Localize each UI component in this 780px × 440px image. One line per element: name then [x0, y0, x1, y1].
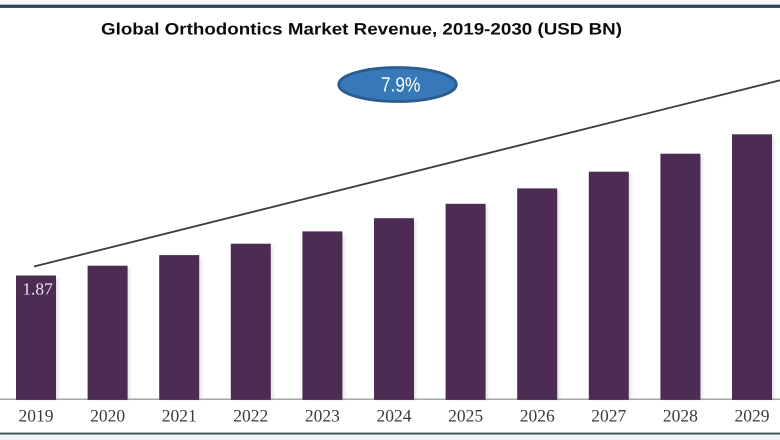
svg-text:Global Orthodontics Market Rev: Global Orthodontics Market Revenue, 2019…: [101, 21, 622, 39]
svg-text:2023: 2023: [305, 406, 340, 426]
svg-text:2026: 2026: [520, 406, 555, 426]
svg-text:2028: 2028: [663, 406, 698, 426]
svg-text:2021: 2021: [162, 406, 197, 426]
svg-text:2024: 2024: [377, 406, 412, 426]
svg-text:2019: 2019: [19, 406, 54, 426]
svg-text:2025: 2025: [448, 406, 483, 426]
svg-text:2022: 2022: [233, 406, 268, 426]
svg-text:2029: 2029: [735, 406, 770, 426]
svg-text:1.87: 1.87: [22, 280, 53, 299]
svg-text:2027: 2027: [591, 406, 626, 426]
svg-text:2020: 2020: [90, 406, 125, 426]
svg-text:7.9%: 7.9%: [381, 74, 421, 97]
